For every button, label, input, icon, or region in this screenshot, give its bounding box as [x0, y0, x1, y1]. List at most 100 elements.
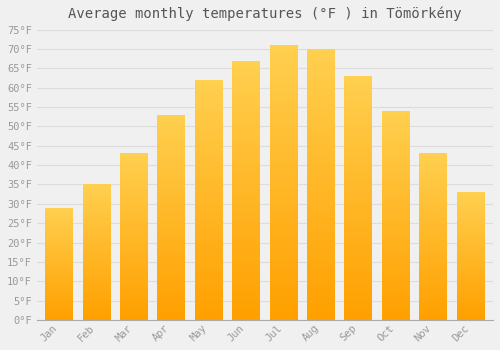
Bar: [419, 205, 447, 207]
Bar: [195, 130, 223, 133]
Bar: [120, 157, 148, 159]
Bar: [232, 216, 260, 219]
Bar: [270, 56, 297, 59]
Bar: [82, 221, 110, 222]
Bar: [382, 203, 410, 205]
Bar: [158, 285, 186, 287]
Bar: [456, 304, 484, 306]
Bar: [307, 201, 335, 203]
Bar: [120, 270, 148, 272]
Bar: [382, 226, 410, 228]
Bar: [382, 207, 410, 209]
Bar: [307, 293, 335, 295]
Bar: [456, 246, 484, 247]
Bar: [82, 241, 110, 243]
Bar: [307, 285, 335, 287]
Bar: [232, 172, 260, 175]
Bar: [120, 230, 148, 232]
Bar: [307, 315, 335, 317]
Bar: [307, 103, 335, 106]
Bar: [382, 224, 410, 226]
Bar: [232, 265, 260, 268]
Bar: [158, 203, 186, 205]
Bar: [45, 248, 74, 249]
Bar: [456, 212, 484, 214]
Bar: [120, 312, 148, 313]
Bar: [344, 122, 372, 125]
Bar: [382, 126, 410, 128]
Bar: [344, 249, 372, 252]
Bar: [195, 260, 223, 262]
Bar: [456, 232, 484, 233]
Bar: [45, 284, 74, 285]
Bar: [344, 239, 372, 242]
Bar: [419, 212, 447, 214]
Bar: [195, 193, 223, 195]
Bar: [232, 156, 260, 159]
Bar: [158, 234, 186, 236]
Bar: [456, 303, 484, 304]
Bar: [45, 310, 74, 311]
Bar: [344, 313, 372, 315]
Bar: [232, 66, 260, 68]
Bar: [344, 315, 372, 317]
Bar: [307, 111, 335, 114]
Bar: [120, 168, 148, 170]
Bar: [158, 154, 186, 156]
Bar: [45, 275, 74, 276]
Bar: [344, 281, 372, 284]
Bar: [195, 178, 223, 181]
Bar: [45, 243, 74, 244]
Bar: [195, 128, 223, 130]
Bar: [419, 235, 447, 237]
Bar: [419, 185, 447, 187]
Bar: [344, 259, 372, 261]
Bar: [120, 229, 148, 230]
Bar: [382, 178, 410, 180]
Bar: [344, 198, 372, 201]
Bar: [45, 240, 74, 241]
Bar: [158, 141, 186, 144]
Bar: [232, 258, 260, 260]
Bar: [195, 149, 223, 152]
Bar: [382, 240, 410, 243]
Bar: [344, 78, 372, 81]
Bar: [82, 250, 110, 251]
Bar: [82, 255, 110, 256]
Bar: [382, 199, 410, 201]
Bar: [382, 115, 410, 117]
Bar: [344, 291, 372, 293]
Bar: [344, 234, 372, 237]
Bar: [419, 165, 447, 167]
Bar: [158, 246, 186, 248]
Bar: [232, 188, 260, 190]
Bar: [45, 253, 74, 254]
Bar: [120, 248, 148, 250]
Bar: [120, 217, 148, 218]
Bar: [307, 122, 335, 125]
Bar: [456, 264, 484, 265]
Bar: [120, 292, 148, 293]
Bar: [270, 221, 297, 224]
Bar: [382, 253, 410, 255]
Bar: [456, 279, 484, 280]
Bar: [232, 146, 260, 149]
Bar: [382, 278, 410, 280]
Bar: [82, 273, 110, 274]
Bar: [270, 229, 297, 232]
Bar: [120, 235, 148, 237]
Bar: [270, 271, 297, 273]
Bar: [195, 87, 223, 90]
Bar: [120, 232, 148, 233]
Bar: [270, 158, 297, 161]
Bar: [195, 147, 223, 149]
Bar: [232, 71, 260, 74]
Bar: [419, 297, 447, 298]
Bar: [344, 210, 372, 212]
Bar: [82, 294, 110, 295]
Bar: [456, 256, 484, 257]
Bar: [45, 307, 74, 308]
Bar: [82, 315, 110, 316]
Bar: [82, 236, 110, 237]
Bar: [456, 220, 484, 222]
